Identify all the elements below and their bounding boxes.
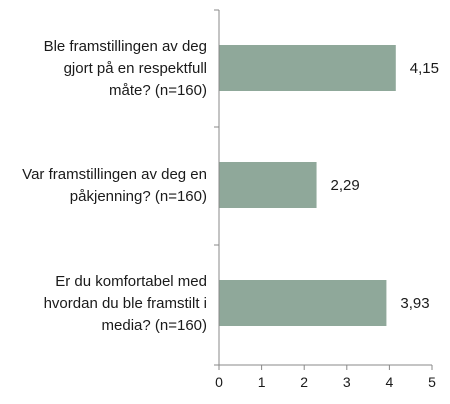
bars-group xyxy=(219,45,396,326)
bar-1 xyxy=(219,162,317,208)
x-tick-label-3: 3 xyxy=(343,374,351,390)
category-label-2: Er du komfortabel med hvordan du ble fram… xyxy=(44,273,207,334)
value-label-1: 2,29 xyxy=(331,177,360,194)
category-label-1: Var framstillingen av deg en påkjenning? … xyxy=(22,166,207,205)
x-tick-label-2: 2 xyxy=(300,374,308,390)
category-label-0: Ble framstillingen av deg gjort på en res… xyxy=(44,38,207,99)
bar-0 xyxy=(219,45,396,91)
x-tick-label-5: 5 xyxy=(428,374,436,390)
x-tick-label-1: 1 xyxy=(258,374,266,390)
value-label-0: 4,15 xyxy=(410,60,439,77)
value-label-2: 3,93 xyxy=(400,295,429,312)
bar-2 xyxy=(219,280,387,326)
x-tick-label-4: 4 xyxy=(386,374,394,390)
axes-group xyxy=(214,9,433,370)
labels-group: 4,15 Ble framstillingen av deg gjort på en… xyxy=(22,38,439,390)
x-tick-label-0: 0 xyxy=(215,374,223,390)
